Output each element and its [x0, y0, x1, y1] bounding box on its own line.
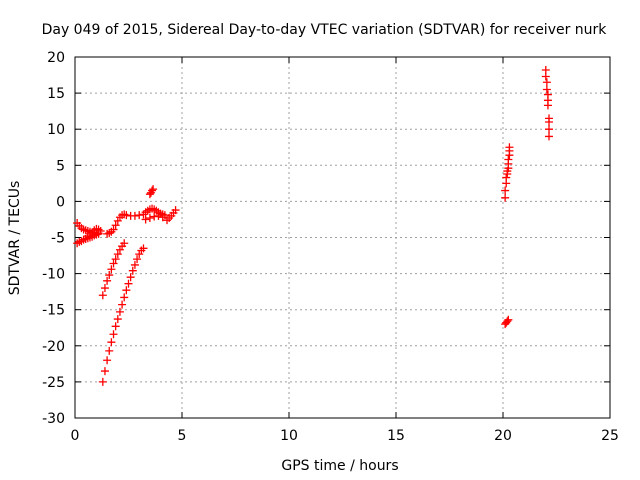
x-tick-label: 25: [601, 428, 619, 444]
data-point: [545, 132, 554, 141]
y-tick-label: -20: [42, 339, 65, 355]
x-tick-label: 20: [494, 428, 512, 444]
data-point: [545, 125, 554, 134]
data-point: [130, 211, 139, 220]
data-point: [120, 239, 129, 248]
data-point: [145, 214, 154, 223]
y-tick-label: -5: [51, 231, 65, 247]
data-point: [505, 143, 514, 152]
x-tick-label: 10: [280, 428, 298, 444]
data-point: [100, 284, 109, 293]
data-point: [100, 367, 109, 376]
data-point: [111, 255, 120, 264]
axes: 0 5 10 15 20 25 -30 -25 -20 -15 -10 -5 0 5 10 15 20: [42, 50, 619, 444]
x-tick-label: 5: [178, 428, 187, 444]
y-tick-label: -10: [42, 267, 65, 283]
data-point: [107, 265, 116, 274]
x-tick-label: 15: [387, 428, 405, 444]
data-point: [501, 186, 510, 195]
data-point: [103, 276, 112, 285]
data-point: [158, 213, 167, 222]
data-point: [118, 300, 127, 309]
x-tick-label: 0: [71, 428, 80, 444]
data-point: [109, 330, 118, 339]
grid: [75, 57, 610, 418]
y-tick-label: -30: [42, 411, 65, 427]
data-point: [113, 250, 122, 259]
chart-title: Day 049 of 2015, Sidereal Day-to-day VTE…: [42, 22, 608, 38]
data-point: [128, 266, 137, 275]
data-point: [502, 173, 511, 182]
data-point: [105, 271, 114, 280]
data-point: [107, 338, 116, 347]
data-point: [98, 377, 107, 386]
y-tick-label: -15: [42, 303, 65, 319]
data-point: [115, 307, 124, 316]
data-point: [113, 315, 122, 324]
y-tick-label: 0: [56, 194, 65, 210]
data-point: [135, 211, 144, 220]
y-tick-label: 5: [56, 158, 65, 174]
y-axis-title: SDTVAR / TECUs: [7, 181, 23, 296]
y-tick-label: 20: [47, 50, 65, 66]
data-point: [148, 186, 157, 195]
data-point: [504, 155, 513, 164]
data-point: [105, 346, 114, 355]
data-point: [96, 227, 105, 236]
data-point: [503, 317, 512, 326]
data-point: [545, 117, 554, 126]
data-point: [120, 293, 129, 302]
data-point: [111, 322, 120, 331]
data-point: [111, 221, 120, 230]
data-point: [122, 211, 131, 220]
data-point: [149, 185, 158, 194]
data-points: [73, 65, 554, 386]
data-point: [541, 72, 550, 81]
data-point: [504, 315, 513, 324]
data-point: [98, 291, 107, 300]
x-axis-title: GPS time / hours: [281, 458, 398, 474]
data-point: [542, 85, 551, 94]
data-point: [133, 255, 142, 264]
data-point: [113, 216, 122, 225]
data-point: [130, 260, 139, 269]
data-point: [115, 245, 124, 254]
data-point: [141, 215, 150, 224]
data-point: [103, 356, 112, 365]
data-point: [542, 78, 551, 87]
data-point: [139, 244, 148, 253]
data-point: [109, 225, 118, 234]
data-point: [171, 206, 180, 215]
data-point: [150, 212, 159, 221]
data-point: [109, 259, 118, 268]
data-point: [501, 193, 510, 202]
data-point: [126, 273, 135, 282]
y-tick-label: -25: [42, 375, 65, 391]
data-point: [122, 286, 131, 295]
data-point: [124, 279, 133, 288]
data-point: [543, 101, 552, 110]
data-point: [135, 250, 144, 259]
y-tick-label: 15: [47, 86, 65, 102]
data-point: [105, 229, 114, 238]
y-tick-label: 10: [47, 122, 65, 138]
data-point: [154, 211, 163, 220]
